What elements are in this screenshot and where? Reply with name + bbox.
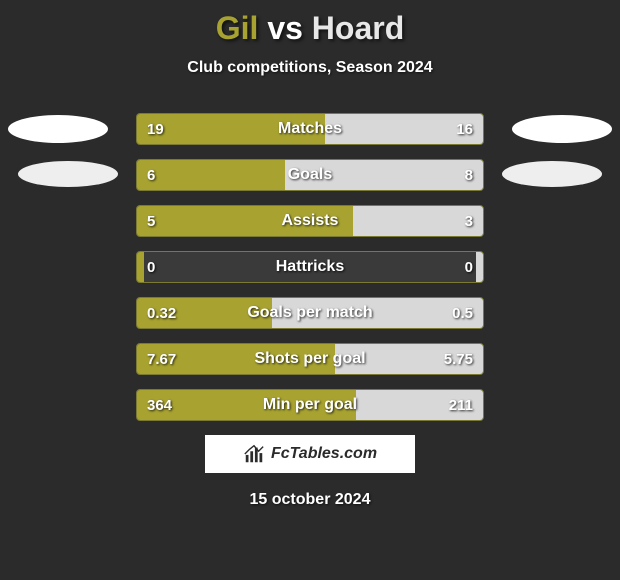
footer-date: 15 october 2024	[0, 491, 620, 509]
watermark: FcTables.com	[205, 435, 415, 473]
title-player1: Gil	[216, 10, 259, 46]
chart-icon	[243, 443, 265, 465]
stat-row: 68Goals	[136, 159, 484, 191]
page-title: Gil vs Hoard	[0, 0, 620, 47]
player1-marker-icon	[8, 115, 108, 143]
stat-fill-left	[137, 206, 353, 236]
stat-row: 7.675.75Shots per goal	[136, 343, 484, 375]
stat-fill-right	[285, 160, 483, 190]
stat-fill-right	[356, 390, 483, 420]
player2-marker-icon	[502, 161, 602, 187]
stat-label: Hattricks	[137, 252, 483, 282]
title-player2: Hoard	[312, 10, 404, 46]
stat-row: 0 0Hattricks	[136, 251, 484, 283]
stat-fill-right	[476, 252, 483, 282]
stat-fill-left	[137, 114, 325, 144]
title-vs: vs	[267, 10, 303, 46]
watermark-text: FcTables.com	[271, 445, 377, 463]
stat-fill-right	[335, 344, 483, 374]
stat-fill-left	[137, 298, 272, 328]
stat-fill-left	[137, 344, 335, 374]
comparison-chart: 1916Matches 68Goals 53Assists 0 0Hattricks 0.…	[0, 113, 620, 421]
player1-marker-icon	[18, 161, 118, 187]
subtitle: Club competitions, Season 2024	[0, 59, 620, 77]
stat-fill-left	[137, 252, 144, 282]
stat-row: 0.320.5Goals per match	[136, 297, 484, 329]
stat-rows: 1916Matches 68Goals 53Assists 0 0Hattricks 0.…	[136, 113, 484, 421]
stat-row: 53Assists	[136, 205, 484, 237]
stat-row: 1916Matches	[136, 113, 484, 145]
stat-fill-right	[272, 298, 483, 328]
stat-fill-right	[325, 114, 483, 144]
stat-row: 364211Min per goal	[136, 389, 484, 421]
player2-marker-icon	[512, 115, 612, 143]
stat-value-left: 0	[147, 252, 155, 282]
stat-fill-left	[137, 160, 285, 190]
stat-value-right: 0	[465, 252, 473, 282]
stat-fill-left	[137, 390, 356, 420]
stat-fill-right	[353, 206, 483, 236]
